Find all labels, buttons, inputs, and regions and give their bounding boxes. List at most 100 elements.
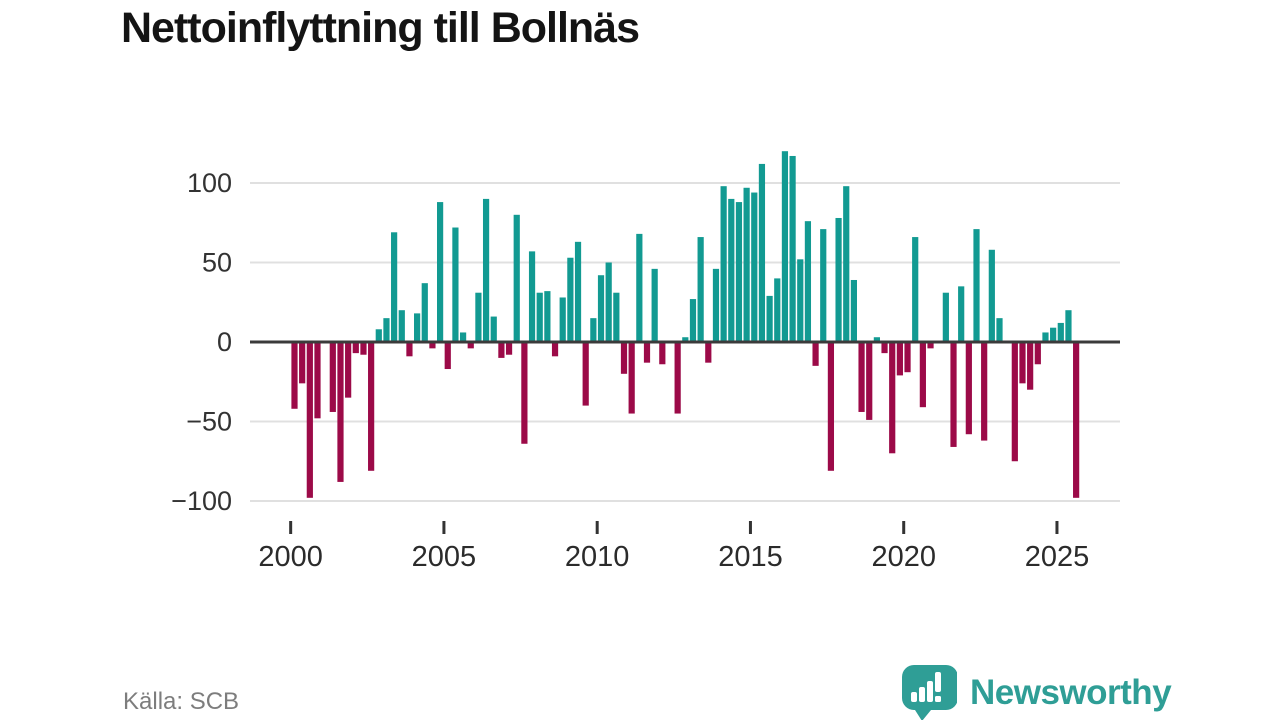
chart-title: Nettoinflyttning till Bollnäs [121, 4, 640, 52]
bar [1042, 332, 1049, 342]
bar [437, 202, 444, 342]
bar [973, 229, 980, 342]
bar [812, 342, 819, 366]
bar [889, 342, 896, 454]
bar [728, 198, 735, 342]
bar [459, 332, 467, 342]
bar [628, 342, 635, 414]
bar [1057, 322, 1064, 342]
bar [988, 249, 995, 342]
bar [1019, 342, 1026, 384]
bar [636, 233, 643, 342]
bar-chart: 100 50 0 −50 −100 2000 2005 2010 2015 2020 2025 [171, 151, 1120, 573]
bar [996, 318, 1003, 342]
bar [682, 337, 689, 342]
bar [735, 202, 743, 342]
bar [1065, 310, 1072, 342]
bar [567, 257, 574, 342]
bar [505, 342, 513, 355]
bar [475, 292, 482, 342]
bar [559, 297, 566, 342]
y-axis-tick-label: 50 [202, 248, 232, 278]
bar [942, 292, 949, 342]
bar [751, 192, 758, 342]
newsworthy-logo: Newsworthy [901, 664, 1172, 720]
bar [574, 241, 582, 342]
bar [605, 262, 612, 342]
bar [789, 155, 796, 342]
bar [620, 342, 628, 374]
bar [873, 337, 880, 342]
bar [406, 342, 413, 357]
bar [950, 342, 957, 447]
bar [306, 342, 313, 498]
bar [1034, 342, 1041, 365]
y-axis-tick-label: 0 [217, 327, 232, 357]
bar [391, 232, 398, 342]
bar [368, 342, 375, 471]
bar [551, 342, 559, 357]
bar [1011, 342, 1018, 462]
bar [843, 186, 850, 342]
bar [981, 342, 988, 441]
bar [1073, 342, 1080, 498]
bar [743, 187, 750, 342]
bar [758, 163, 766, 342]
bar [521, 342, 528, 444]
bar [827, 342, 835, 471]
bar [452, 227, 459, 342]
bar [904, 342, 911, 373]
bar [720, 186, 727, 342]
bar [314, 342, 321, 419]
bar [659, 342, 666, 365]
speech-bubble-bar-chart-icon [902, 665, 957, 720]
bar [1027, 342, 1034, 390]
bar [345, 342, 352, 398]
bar [544, 291, 551, 342]
bar [1050, 327, 1057, 342]
bar [467, 342, 474, 349]
x-axis-tick-label: 2015 [718, 541, 783, 573]
bar [774, 278, 781, 342]
bar [582, 342, 589, 406]
bar [383, 318, 390, 342]
bar [291, 342, 298, 409]
bar [398, 310, 405, 342]
x-axis-tick-label: 2020 [871, 541, 936, 573]
bar [674, 342, 681, 414]
bar [444, 342, 451, 370]
bar [536, 292, 543, 342]
bar [927, 342, 934, 349]
bar [299, 342, 306, 384]
bar [352, 342, 359, 354]
bar [896, 342, 903, 376]
bar [498, 342, 505, 358]
bar [651, 268, 658, 342]
y-axis-tick-label: −50 [186, 407, 232, 437]
bar [597, 275, 605, 342]
bar [643, 342, 651, 363]
bar [919, 342, 926, 408]
bar [766, 295, 773, 342]
bar [705, 342, 712, 363]
bar [712, 268, 720, 342]
bar [528, 251, 536, 342]
bar [797, 259, 804, 342]
bar [429, 342, 436, 349]
bar [590, 318, 597, 342]
bar [375, 329, 382, 342]
bar [820, 229, 827, 342]
bar [804, 221, 812, 342]
bar [490, 316, 497, 342]
x-axis-tick-label: 2000 [258, 541, 323, 573]
bar [513, 214, 520, 342]
bar [421, 283, 428, 342]
bar [482, 198, 490, 342]
bar [912, 237, 919, 342]
bar [360, 342, 367, 355]
y-axis-tick-label: 100 [187, 168, 232, 198]
bar [689, 299, 697, 342]
x-axis-tick-label: 2010 [565, 541, 630, 573]
bar [781, 151, 789, 342]
bar [965, 342, 972, 435]
